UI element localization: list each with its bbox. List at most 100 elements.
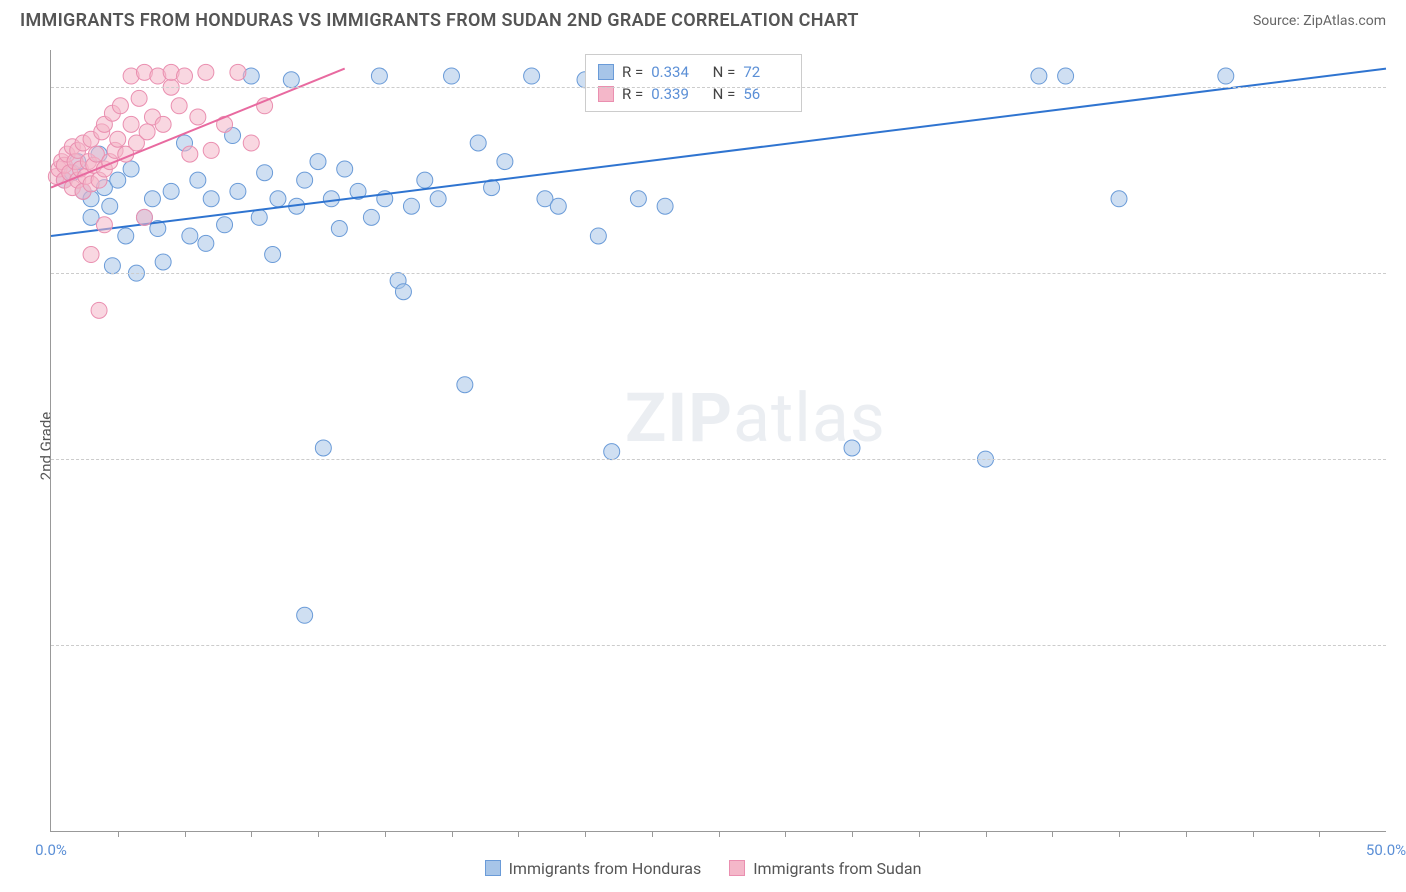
data-point bbox=[155, 254, 171, 270]
data-point bbox=[310, 154, 326, 170]
x-tick bbox=[118, 831, 119, 837]
gridline bbox=[51, 459, 1386, 460]
data-point bbox=[190, 172, 206, 188]
data-point bbox=[337, 161, 353, 177]
data-point bbox=[190, 109, 206, 125]
data-point bbox=[102, 198, 118, 214]
y-tick-label: 90.0% bbox=[1396, 450, 1406, 468]
data-point bbox=[524, 68, 540, 84]
legend-swatch bbox=[729, 860, 745, 876]
x-tick bbox=[1319, 831, 1320, 837]
gridline bbox=[51, 87, 1386, 88]
x-tick-label: 0.0% bbox=[35, 841, 67, 859]
x-tick bbox=[785, 831, 786, 837]
y-tick-label: 100.0% bbox=[1396, 78, 1406, 96]
data-point bbox=[123, 161, 139, 177]
bottom-legend-item: Immigrants from Honduras bbox=[485, 859, 702, 878]
data-point bbox=[430, 191, 446, 207]
gridline bbox=[51, 645, 1386, 646]
data-point bbox=[371, 68, 387, 84]
data-point bbox=[182, 228, 198, 244]
data-point bbox=[1111, 191, 1127, 207]
x-tick bbox=[251, 831, 252, 837]
bottom-legend-label: Immigrants from Sudan bbox=[753, 859, 921, 878]
y-tick-label: 85.0% bbox=[1396, 636, 1406, 654]
legend-n-label: N = bbox=[705, 63, 735, 81]
data-point bbox=[403, 198, 419, 214]
legend-swatch bbox=[485, 860, 501, 876]
data-point bbox=[110, 131, 126, 147]
data-point bbox=[230, 64, 246, 80]
legend-n-value: 72 bbox=[743, 63, 789, 81]
data-point bbox=[265, 247, 281, 263]
data-point bbox=[363, 209, 379, 225]
data-point bbox=[283, 72, 299, 88]
data-point bbox=[110, 172, 126, 188]
chart-title: IMMIGRANTS FROM HONDURAS VS IMMIGRANTS F… bbox=[20, 10, 859, 31]
x-tick bbox=[852, 831, 853, 837]
x-tick bbox=[385, 831, 386, 837]
data-point bbox=[844, 440, 860, 456]
x-tick bbox=[452, 831, 453, 837]
data-point bbox=[217, 217, 233, 233]
legend-r-value: 0.334 bbox=[651, 63, 697, 81]
data-point bbox=[91, 302, 107, 318]
data-point bbox=[1218, 68, 1234, 84]
data-point bbox=[604, 444, 620, 460]
data-point bbox=[630, 191, 646, 207]
data-point bbox=[96, 217, 112, 233]
data-point bbox=[243, 135, 259, 151]
data-point bbox=[297, 607, 313, 623]
chart-area: ZIPatlas R =0.334 N =72R =0.339 N =56 85… bbox=[50, 50, 1386, 832]
x-tick bbox=[986, 831, 987, 837]
data-point bbox=[177, 68, 193, 84]
x-tick bbox=[652, 831, 653, 837]
data-point bbox=[417, 172, 433, 188]
data-point bbox=[657, 198, 673, 214]
data-point bbox=[297, 172, 313, 188]
legend-row: R =0.334 N =72 bbox=[598, 61, 789, 83]
stat-legend: R =0.334 N =72R =0.339 N =56 bbox=[585, 54, 802, 112]
data-point bbox=[470, 135, 486, 151]
x-tick bbox=[318, 831, 319, 837]
data-point bbox=[550, 198, 566, 214]
data-point bbox=[444, 68, 460, 84]
data-point bbox=[198, 64, 214, 80]
x-tick bbox=[518, 831, 519, 837]
data-point bbox=[323, 191, 339, 207]
data-point bbox=[155, 116, 171, 132]
data-point bbox=[457, 377, 473, 393]
data-point bbox=[163, 183, 179, 199]
x-tick bbox=[719, 831, 720, 837]
bottom-legend-label: Immigrants from Honduras bbox=[509, 859, 702, 878]
data-point bbox=[1058, 68, 1074, 84]
data-point bbox=[112, 98, 128, 114]
data-point bbox=[315, 440, 331, 456]
source-label: Source: ZipAtlas.com bbox=[1253, 13, 1386, 29]
bottom-legend: Immigrants from Honduras Immigrants from … bbox=[0, 859, 1406, 881]
data-point bbox=[131, 90, 147, 106]
x-tick bbox=[919, 831, 920, 837]
x-tick bbox=[1186, 831, 1187, 837]
data-point bbox=[203, 191, 219, 207]
x-tick bbox=[1119, 831, 1120, 837]
data-point bbox=[395, 284, 411, 300]
legend-swatch bbox=[598, 64, 614, 80]
data-point bbox=[198, 235, 214, 251]
y-tick-label: 95.0% bbox=[1396, 264, 1406, 282]
data-point bbox=[123, 116, 139, 132]
data-point bbox=[171, 98, 187, 114]
data-point bbox=[139, 124, 155, 140]
legend-swatch bbox=[598, 86, 614, 102]
data-point bbox=[257, 165, 273, 181]
data-point bbox=[182, 146, 198, 162]
gridline bbox=[51, 273, 1386, 274]
data-point bbox=[118, 228, 134, 244]
x-tick bbox=[1253, 831, 1254, 837]
data-point bbox=[230, 183, 246, 199]
plot-svg bbox=[51, 50, 1386, 831]
data-point bbox=[104, 258, 120, 274]
x-tick-label: 50.0% bbox=[1366, 841, 1406, 859]
data-point bbox=[203, 142, 219, 158]
data-point bbox=[251, 209, 267, 225]
